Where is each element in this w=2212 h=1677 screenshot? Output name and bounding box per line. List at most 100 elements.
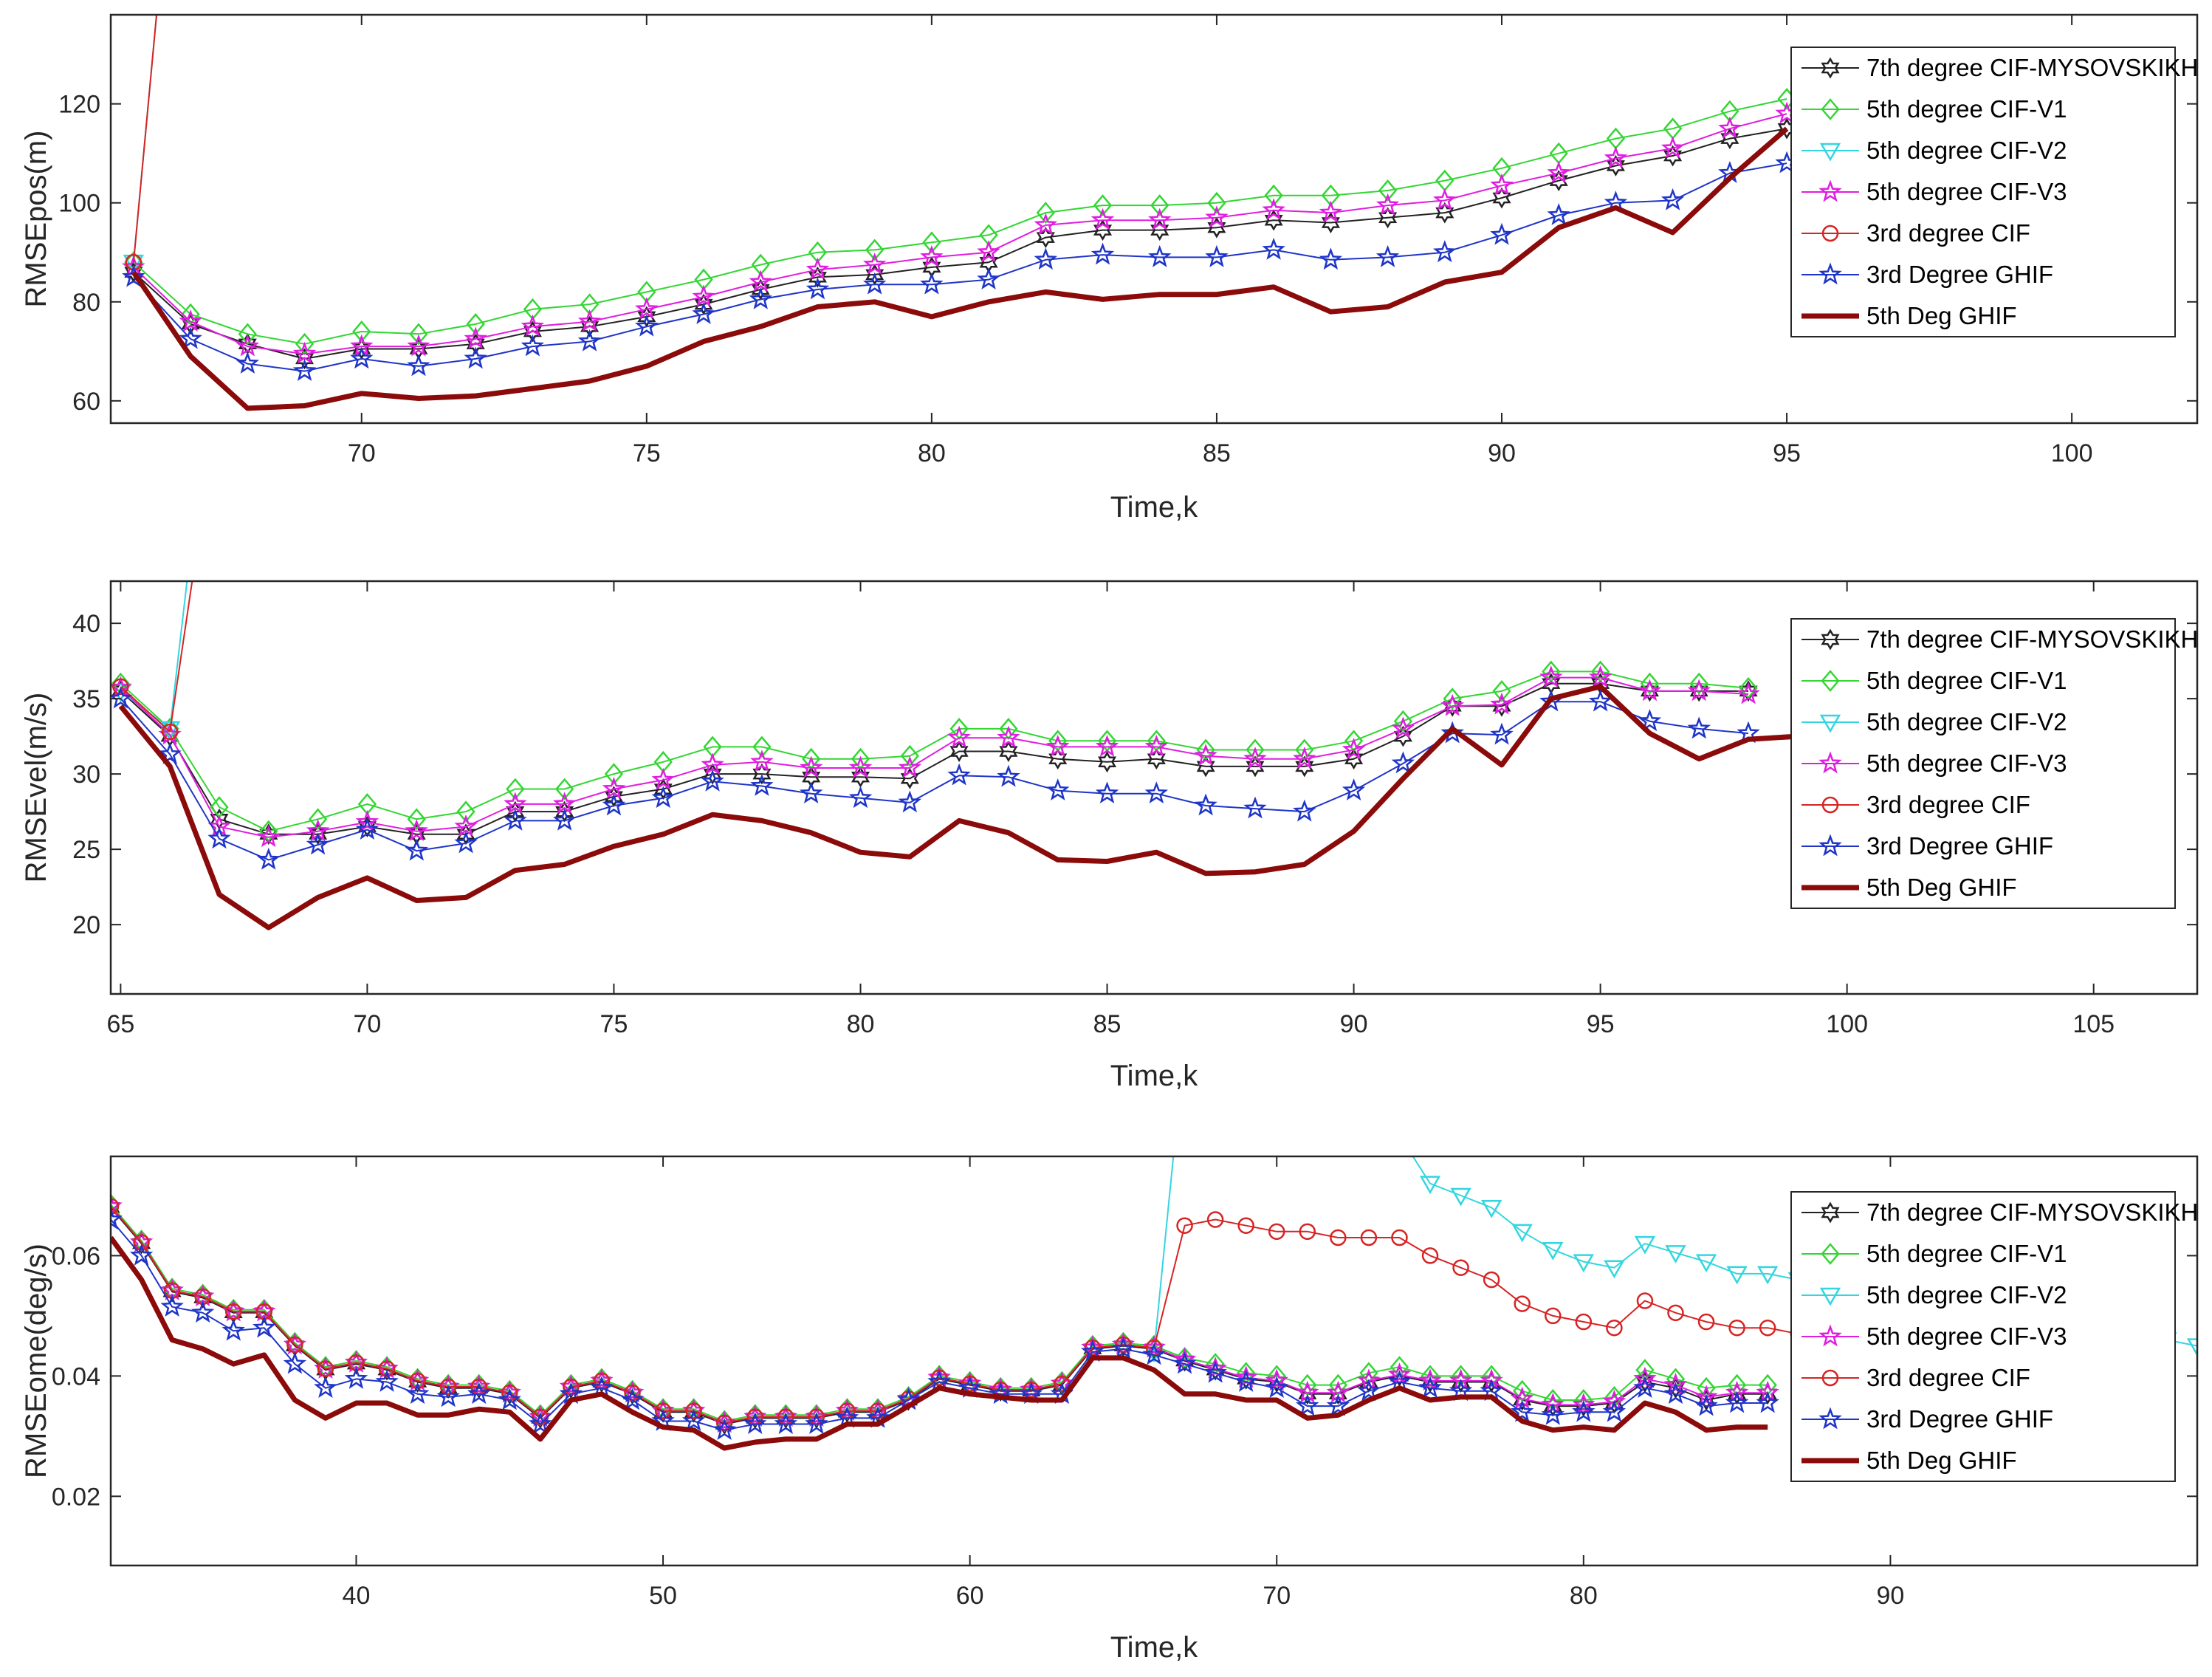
legend-swatch-marker — [1818, 1407, 1842, 1430]
data-point — [521, 334, 545, 357]
legend-item: 7th degree CIF-MYSOVSKIKH — [1801, 625, 2198, 653]
data-point — [1726, 1266, 1748, 1285]
legend-swatch-marker — [1821, 628, 1840, 651]
data-point — [1602, 1389, 1627, 1412]
y-tick-label: 0.02 — [52, 1483, 100, 1511]
data-point — [552, 808, 577, 831]
data-point — [529, 1411, 552, 1434]
y-tick-label: 25 — [72, 836, 100, 864]
data-point — [407, 808, 426, 831]
data-point — [256, 825, 281, 848]
data-point — [378, 1360, 396, 1377]
data-point — [1573, 1254, 1594, 1273]
legend-label: 5th degree CIF-V1 — [1866, 95, 2067, 123]
data-point — [750, 773, 774, 796]
data-point — [1207, 191, 1226, 214]
data-point — [409, 323, 428, 346]
data-point — [2186, 1338, 2197, 1357]
data-point — [1663, 1373, 1688, 1395]
legend-swatch-marker — [1821, 1243, 1840, 1265]
data-point — [898, 755, 922, 778]
data-point — [350, 346, 374, 369]
data-point — [129, 1243, 154, 1266]
legend-item: 3rd Degree GHIF — [1801, 832, 2053, 860]
data-point — [1295, 755, 1314, 778]
data-point — [1360, 1229, 1378, 1246]
data-point — [179, 309, 202, 332]
series-5th-deg-ghif — [118, 684, 1799, 930]
series-line — [120, 671, 1749, 832]
data-point — [357, 816, 377, 837]
data-point — [1638, 709, 1662, 732]
data-point — [1293, 799, 1316, 822]
data-point — [977, 267, 1000, 289]
data-point — [865, 239, 885, 261]
data-point — [405, 819, 428, 842]
data-point — [283, 1351, 307, 1374]
data-point — [1725, 1390, 1749, 1413]
legend-label: 5th degree CIF-V2 — [1866, 708, 2067, 735]
x-tick-label: 70 — [348, 439, 376, 467]
data-point — [1243, 796, 1267, 819]
legend-item: 5th Deg GHIF — [1801, 302, 2017, 329]
data-point — [900, 767, 919, 789]
data-point — [1246, 755, 1265, 778]
legend-item: 3rd degree CIF — [1801, 1364, 2030, 1391]
x-tick-label: 70 — [353, 1010, 381, 1038]
legend-item: 5th Deg GHIF — [1801, 874, 2017, 901]
data-point — [898, 790, 922, 813]
data-point — [1148, 208, 1172, 230]
data-point — [467, 1382, 491, 1405]
data-point — [1357, 1368, 1381, 1391]
data-point — [1034, 247, 1058, 270]
data-point — [1667, 1304, 1684, 1322]
data-point — [352, 320, 371, 343]
data-point — [634, 297, 659, 320]
data-point — [1689, 672, 1708, 695]
x-tick-label: 90 — [1488, 439, 1516, 467]
data-point — [1588, 689, 1612, 712]
y-axis-label: RMSEpos(m) — [20, 130, 52, 307]
data-point — [375, 1369, 399, 1392]
y-tick-label: 0.06 — [52, 1242, 100, 1270]
data-point — [1663, 1382, 1688, 1405]
series-group — [122, 15, 1799, 411]
data-point — [1539, 665, 1563, 687]
data-point — [1492, 679, 1511, 702]
data-point — [577, 309, 602, 332]
data-point — [1036, 202, 1055, 224]
data-point — [256, 847, 281, 870]
data-point — [1660, 188, 1685, 210]
axes-frame — [109, 1155, 2199, 1567]
series-line — [132, 15, 158, 263]
data-point — [409, 1372, 426, 1390]
data-point — [221, 1318, 245, 1341]
data-point — [848, 786, 873, 809]
series-3rd-degree-cif — [111, 1198, 1807, 1432]
series-line — [111, 1218, 1768, 1431]
data-point — [1572, 1399, 1596, 1422]
legend: 7th degree CIF-MYSOVSKIKH 5th degree CIF-… — [1790, 1191, 2198, 1482]
data-point — [238, 323, 257, 346]
y-tick-label: 0.04 — [52, 1362, 100, 1390]
series-line — [120, 581, 193, 733]
data-point — [1048, 748, 1068, 770]
data-point — [1299, 1223, 1316, 1241]
data-point — [651, 786, 675, 809]
legend-label: 5th degree CIF-V3 — [1866, 178, 2067, 205]
legend-item: 5th degree CIF-V1 — [1801, 667, 2067, 694]
data-point — [1492, 187, 1511, 209]
legend-item: 5th degree CIF-V1 — [1801, 1240, 2067, 1267]
data-point — [1443, 687, 1462, 710]
data-point — [635, 314, 659, 337]
data-point — [1542, 1242, 1564, 1261]
panels: 70 75 80 85 90 95 100 60 80 100 120 Time,k RMSEpos(m… — [20, 13, 2199, 1664]
data-point — [292, 341, 317, 364]
series-group — [111, 581, 1799, 930]
x-tick-label: 70 — [1263, 1582, 1291, 1610]
data-point — [749, 270, 772, 292]
data-point — [1725, 1380, 1749, 1403]
data-point — [1636, 1292, 1654, 1309]
data-point — [355, 817, 379, 840]
x-tick-label: 60 — [956, 1582, 984, 1610]
